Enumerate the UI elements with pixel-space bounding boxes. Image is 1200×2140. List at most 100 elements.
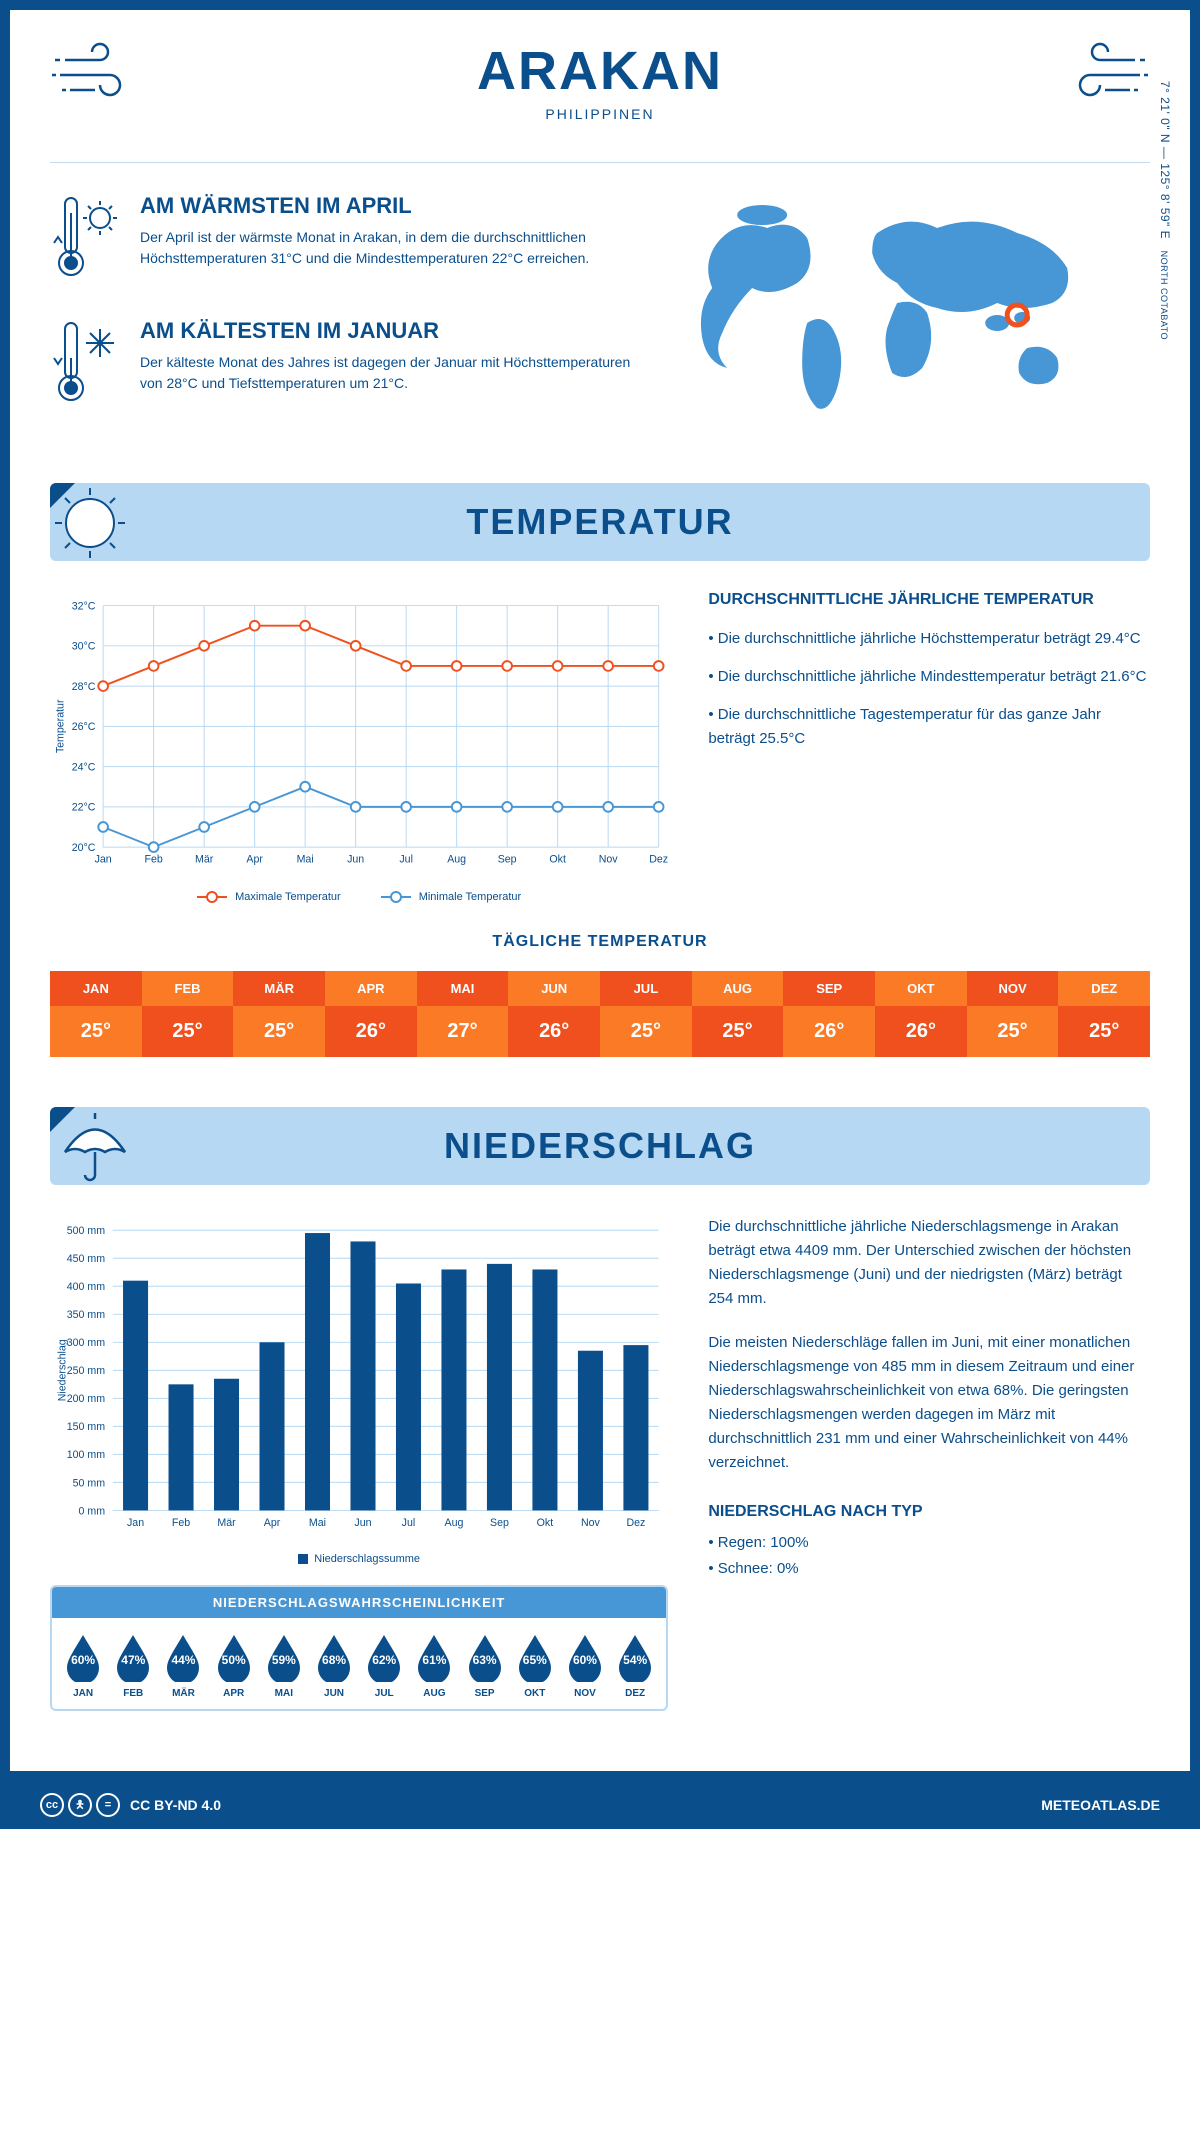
svg-text:0 mm: 0 mm xyxy=(79,1505,106,1517)
svg-text:Sep: Sep xyxy=(498,854,517,866)
svg-text:Sep: Sep xyxy=(490,1517,509,1529)
temp-info: DURCHSCHNITTLICHE JÄHRLICHE TEMPERATUR •… xyxy=(708,591,1150,903)
daily-value: 25° xyxy=(142,1006,234,1057)
svg-text:Aug: Aug xyxy=(447,854,466,866)
svg-text:Okt: Okt xyxy=(549,854,566,866)
wind-icon xyxy=(1060,40,1150,115)
svg-text:28°C: 28°C xyxy=(72,681,96,693)
raindrop-icon: 50% xyxy=(214,1632,254,1682)
svg-text:26°C: 26°C xyxy=(72,721,96,733)
svg-text:24°C: 24°C xyxy=(72,761,96,773)
precip-legend: Niederschlagssumme xyxy=(50,1553,668,1565)
divider xyxy=(50,162,1150,163)
thermometer-cold-icon xyxy=(50,318,120,413)
page-title: ARAKAN xyxy=(50,40,1150,102)
temp-bullet: • Die durchschnittliche Tagestemperatur … xyxy=(708,703,1150,751)
coldest-block: AM KÄLTESTEN IM JANUAR Der kälteste Mona… xyxy=(50,318,634,413)
temp-bullet: • Die durchschnittliche jährliche Höchst… xyxy=(708,627,1150,651)
prob-item: 63% SEP xyxy=(462,1632,508,1699)
svg-text:Nov: Nov xyxy=(599,854,619,866)
precip-type-title: NIEDERSCHLAG NACH TYP xyxy=(708,1503,1150,1521)
cc-icons: cc 🯅 = xyxy=(40,1793,120,1817)
daily-month: DEZ xyxy=(1058,971,1150,1006)
raindrop-icon: 68% xyxy=(314,1632,354,1682)
prob-item: 60% JAN xyxy=(60,1632,106,1699)
svg-text:Jan: Jan xyxy=(127,1517,144,1529)
world-map: 7° 21' 0" N — 125° 8' 59" E NORTH COTABA… xyxy=(664,193,1150,443)
prob-item: 62% JUL xyxy=(361,1632,407,1699)
raindrop-icon: 65% xyxy=(515,1632,555,1682)
svg-text:50 mm: 50 mm xyxy=(73,1477,106,1489)
daily-value: 25° xyxy=(600,1006,692,1057)
raindrop-icon: 63% xyxy=(465,1632,505,1682)
prob-item: 54% DEZ xyxy=(612,1632,658,1699)
prob-item: 59% MAI xyxy=(261,1632,307,1699)
daily-month: MAI xyxy=(417,971,509,1006)
daily-month: JUN xyxy=(508,971,600,1006)
svg-text:200 mm: 200 mm xyxy=(67,1393,105,1405)
daily-value: 26° xyxy=(875,1006,967,1057)
daily-value: 25° xyxy=(967,1006,1059,1057)
info-section: AM WÄRMSTEN IM APRIL Der April ist der w… xyxy=(50,193,1150,443)
svg-text:Jul: Jul xyxy=(399,854,413,866)
daily-month: AUG xyxy=(692,971,784,1006)
thermometer-hot-icon xyxy=(50,193,120,288)
svg-text:Jun: Jun xyxy=(354,1517,371,1529)
raindrop-icon: 54% xyxy=(615,1632,655,1682)
daily-month: OKT xyxy=(875,971,967,1006)
daily-value: 27° xyxy=(417,1006,509,1057)
precip-text: Die durchschnittliche jährliche Niedersc… xyxy=(708,1215,1150,1311)
prob-item: 50% APR xyxy=(211,1632,257,1699)
page-subtitle: PHILIPPINEN xyxy=(50,106,1150,122)
daily-value: 26° xyxy=(325,1006,417,1057)
prob-item: 47% FEB xyxy=(110,1632,156,1699)
coordinates: 7° 21' 0" N — 125° 8' 59" E NORTH COTABA… xyxy=(1158,81,1172,340)
svg-text:Aug: Aug xyxy=(445,1517,464,1529)
prob-item: 44% MÄR xyxy=(160,1632,206,1699)
svg-text:Mär: Mär xyxy=(195,854,214,866)
daily-temp-title: TÄGLICHE TEMPERATUR xyxy=(50,933,1150,951)
svg-text:400 mm: 400 mm xyxy=(67,1281,105,1293)
svg-text:Mai: Mai xyxy=(297,854,314,866)
daily-value: 25° xyxy=(692,1006,784,1057)
header: ARAKAN PHILIPPINEN xyxy=(50,10,1150,142)
svg-text:Mai: Mai xyxy=(309,1517,326,1529)
svg-text:Jul: Jul xyxy=(402,1517,416,1529)
svg-text:450 mm: 450 mm xyxy=(67,1253,105,1265)
precip-text: Die meisten Niederschläge fallen im Juni… xyxy=(708,1331,1150,1475)
footer: cc 🯅 = CC BY-ND 4.0 METEOATLAS.DE xyxy=(0,1781,1200,1829)
raindrop-icon: 44% xyxy=(163,1632,203,1682)
prob-item: 68% JUN xyxy=(311,1632,357,1699)
svg-text:Okt: Okt xyxy=(537,1517,554,1529)
daily-value: 25° xyxy=(1058,1006,1150,1057)
prob-item: 60% NOV xyxy=(562,1632,608,1699)
raindrop-icon: 47% xyxy=(113,1632,153,1682)
prob-item: 61% AUG xyxy=(411,1632,457,1699)
svg-text:Dez: Dez xyxy=(626,1517,645,1529)
precip-type: • Regen: 100% xyxy=(708,1531,1150,1555)
sun-icon xyxy=(50,483,140,561)
precip-section-header: NIEDERSCHLAG xyxy=(50,1107,1150,1185)
svg-text:100 mm: 100 mm xyxy=(67,1449,105,1461)
precip-type: • Schnee: 0% xyxy=(708,1557,1150,1581)
main-container: ARAKAN PHILIPPINEN AM WÄRMSTEN IM APRIL … xyxy=(0,0,1200,1781)
svg-text:350 mm: 350 mm xyxy=(67,1309,105,1321)
svg-text:Mär: Mär xyxy=(217,1517,236,1529)
coldest-text: Der kälteste Monat des Jahres ist dagege… xyxy=(140,352,634,394)
svg-text:Nov: Nov xyxy=(581,1517,601,1529)
temp-title: TEMPERATUR xyxy=(50,501,1150,543)
daily-month: MÄR xyxy=(233,971,325,1006)
daily-value: 25° xyxy=(233,1006,325,1057)
daily-month: SEP xyxy=(783,971,875,1006)
precip-info: Die durchschnittliche jährliche Niedersc… xyxy=(708,1215,1150,1711)
temp-info-title: DURCHSCHNITTLICHE JÄHRLICHE TEMPERATUR xyxy=(708,591,1150,609)
temp-legend: .legend-item:nth-child(1) .legend-marker… xyxy=(50,891,668,903)
precip-title: NIEDERSCHLAG xyxy=(50,1125,1150,1167)
precipitation-chart: 0 mm50 mm100 mm150 mm200 mm250 mm300 mm3… xyxy=(50,1215,668,1545)
svg-text:Niederschlag: Niederschlag xyxy=(56,1339,68,1401)
daily-month: FEB xyxy=(142,971,234,1006)
svg-text:Jun: Jun xyxy=(347,854,364,866)
daily-temp-table: JANFEBMÄRAPRMAIJUNJULAUGSEPOKTNOVDEZ 25°… xyxy=(50,971,1150,1057)
daily-month: NOV xyxy=(967,971,1059,1006)
svg-text:Feb: Feb xyxy=(144,854,162,866)
